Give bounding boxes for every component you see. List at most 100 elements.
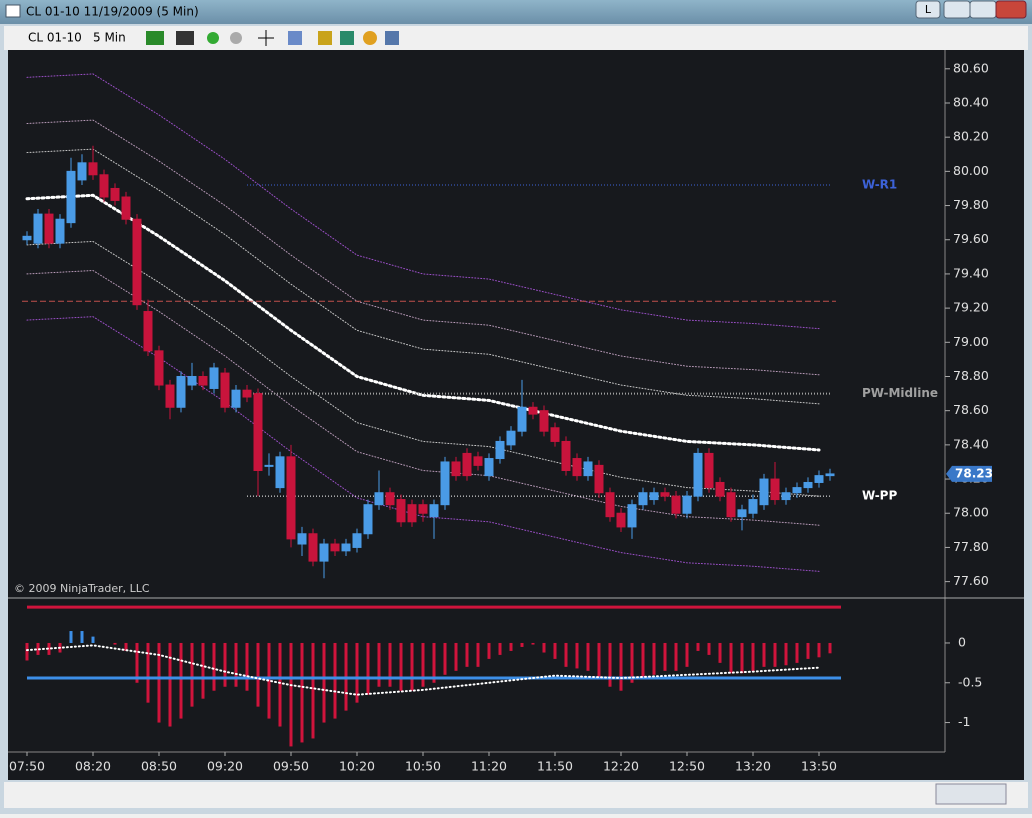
zoom-in-icon[interactable] bbox=[207, 32, 219, 44]
histogram-bar bbox=[454, 642, 458, 671]
histogram-bar bbox=[641, 642, 645, 679]
chart-style-icon[interactable] bbox=[146, 31, 164, 45]
y-tick-label: -1 bbox=[958, 714, 970, 729]
histogram-bar bbox=[432, 642, 436, 683]
y-tick-label: 78.60 bbox=[953, 402, 989, 417]
histogram-bar bbox=[25, 642, 29, 661]
histogram-bar bbox=[245, 642, 249, 691]
crosshair-icon[interactable] bbox=[258, 30, 274, 46]
histogram-bar bbox=[575, 642, 579, 669]
y-tick-label: 79.80 bbox=[953, 197, 989, 212]
strategy-icon[interactable] bbox=[318, 31, 332, 45]
histogram-bar bbox=[366, 642, 370, 695]
properties-icon[interactable] bbox=[288, 31, 302, 45]
histogram-bar bbox=[124, 642, 128, 651]
x-tick-label: 12:20 bbox=[603, 759, 639, 774]
histogram-bar bbox=[168, 642, 172, 727]
y-tick-label: 77.80 bbox=[953, 539, 989, 554]
window-title: CL 01-10 11/19/2009 (5 Min) bbox=[26, 5, 199, 19]
orders-icon[interactable] bbox=[363, 31, 377, 45]
last-price-label: 78.23 bbox=[955, 466, 993, 480]
histogram-bar bbox=[784, 642, 788, 666]
data-box-icon[interactable] bbox=[385, 31, 399, 45]
candle-body bbox=[352, 533, 362, 548]
histogram-bar bbox=[718, 642, 722, 663]
draw-icon[interactable] bbox=[176, 31, 194, 45]
candle-body bbox=[143, 311, 153, 352]
histogram-bar bbox=[773, 642, 777, 667]
last-price-marker bbox=[946, 465, 992, 482]
candle-body bbox=[462, 452, 472, 477]
histogram-bar bbox=[69, 631, 73, 643]
y-tick-label: 78.80 bbox=[953, 368, 989, 383]
histogram-bar bbox=[300, 642, 304, 743]
maximize-button[interactable] bbox=[969, 0, 997, 19]
histogram-bar bbox=[487, 642, 491, 659]
histogram-bar bbox=[146, 642, 150, 703]
candle-body bbox=[517, 406, 527, 432]
plot: 80.60 80.40 80.20 80.00 79.80 79.60 79.40 79.20… bbox=[9, 60, 993, 773]
histogram-bar bbox=[443, 642, 447, 675]
histogram-bar bbox=[751, 642, 755, 671]
candle-body bbox=[671, 495, 681, 514]
candle-body bbox=[770, 478, 780, 501]
candle-body bbox=[176, 375, 186, 408]
histogram-bar bbox=[795, 642, 799, 663]
candle-body bbox=[374, 492, 384, 506]
x-tick-label: 09:50 bbox=[273, 759, 309, 774]
y-tick-label: 79.60 bbox=[953, 231, 989, 246]
candle-body bbox=[792, 487, 802, 494]
x-tick-label: 10:50 bbox=[405, 759, 441, 774]
histogram-bar bbox=[322, 642, 326, 723]
interval-selector[interactable]: 5 Min bbox=[93, 31, 126, 45]
histogram-bar bbox=[542, 642, 546, 653]
scrollbar-track[interactable] bbox=[4, 782, 1028, 808]
histogram-bar bbox=[674, 642, 678, 671]
candle-body bbox=[231, 389, 241, 408]
candle-body bbox=[429, 504, 439, 518]
y-tick-label: -0.5 bbox=[958, 674, 982, 689]
candle-body bbox=[495, 440, 505, 460]
histogram-bar bbox=[663, 642, 667, 671]
y-tick-label: 80.20 bbox=[953, 129, 989, 144]
candle-body bbox=[506, 430, 516, 446]
link-button[interactable] bbox=[915, 0, 941, 19]
candle-body bbox=[77, 162, 87, 181]
histogram-bar bbox=[179, 642, 183, 719]
histogram-bar bbox=[586, 642, 590, 671]
candle-body bbox=[583, 461, 593, 477]
y-tick-label: 80.40 bbox=[953, 94, 989, 109]
histogram-bar bbox=[201, 642, 205, 699]
y-tick-label: 79.40 bbox=[953, 265, 989, 280]
candle-body bbox=[484, 458, 494, 477]
y-tick-label: 77.60 bbox=[953, 573, 989, 588]
histogram-bar bbox=[278, 642, 282, 727]
candle-body bbox=[253, 393, 263, 472]
candle-body bbox=[451, 461, 461, 477]
scrollbar-thumb[interactable] bbox=[935, 783, 1007, 805]
candle-body bbox=[319, 543, 329, 562]
y-tick-label: 79.20 bbox=[953, 300, 989, 315]
candle-body bbox=[825, 473, 835, 477]
candle-body bbox=[715, 481, 725, 497]
indicator-icon[interactable] bbox=[340, 31, 354, 45]
candle-body bbox=[330, 543, 340, 552]
histogram-bar bbox=[465, 642, 469, 667]
candle-body bbox=[99, 174, 109, 198]
link-button-label: L bbox=[925, 3, 932, 16]
instrument-selector[interactable]: CL 01-10 bbox=[28, 31, 82, 45]
candle-body bbox=[396, 499, 406, 523]
histogram-bar bbox=[80, 631, 84, 643]
histogram-bar bbox=[135, 642, 139, 683]
candle-body bbox=[418, 504, 428, 514]
histogram-bar bbox=[476, 642, 480, 667]
close-button[interactable] bbox=[995, 0, 1027, 19]
chart-area bbox=[8, 50, 1024, 780]
histogram-bar bbox=[762, 642, 766, 667]
candle-body bbox=[121, 196, 131, 220]
candle-body bbox=[407, 504, 417, 523]
x-tick-label: 12:50 bbox=[669, 759, 705, 774]
zoom-out-icon[interactable] bbox=[230, 32, 242, 44]
minimize-button[interactable] bbox=[943, 0, 971, 19]
